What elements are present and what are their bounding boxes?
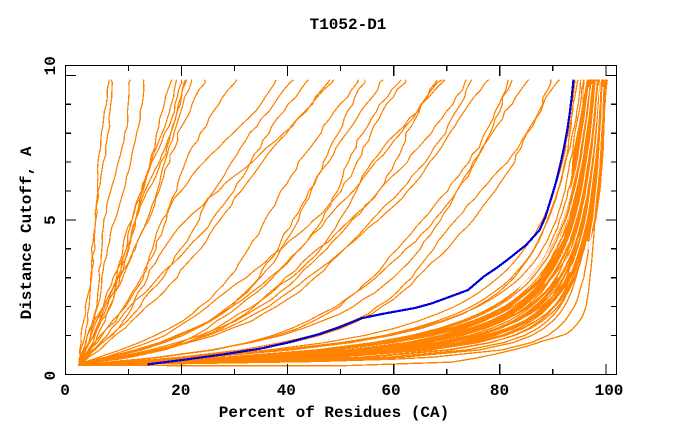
svg-text:40: 40 bbox=[277, 382, 296, 400]
svg-text:80: 80 bbox=[490, 382, 509, 400]
svg-text:Distance Cutoff, A: Distance Cutoff, A bbox=[18, 146, 36, 319]
svg-text:0: 0 bbox=[42, 371, 60, 381]
svg-text:20: 20 bbox=[171, 382, 190, 400]
svg-text:100: 100 bbox=[595, 382, 624, 400]
svg-text:5: 5 bbox=[42, 215, 60, 225]
svg-text:Percent of Residues (CA): Percent of Residues (CA) bbox=[219, 404, 449, 422]
svg-text:T1052-D1: T1052-D1 bbox=[310, 16, 387, 34]
svg-text:0: 0 bbox=[60, 382, 70, 400]
svg-text:60: 60 bbox=[381, 382, 400, 400]
svg-text:10: 10 bbox=[42, 56, 60, 75]
